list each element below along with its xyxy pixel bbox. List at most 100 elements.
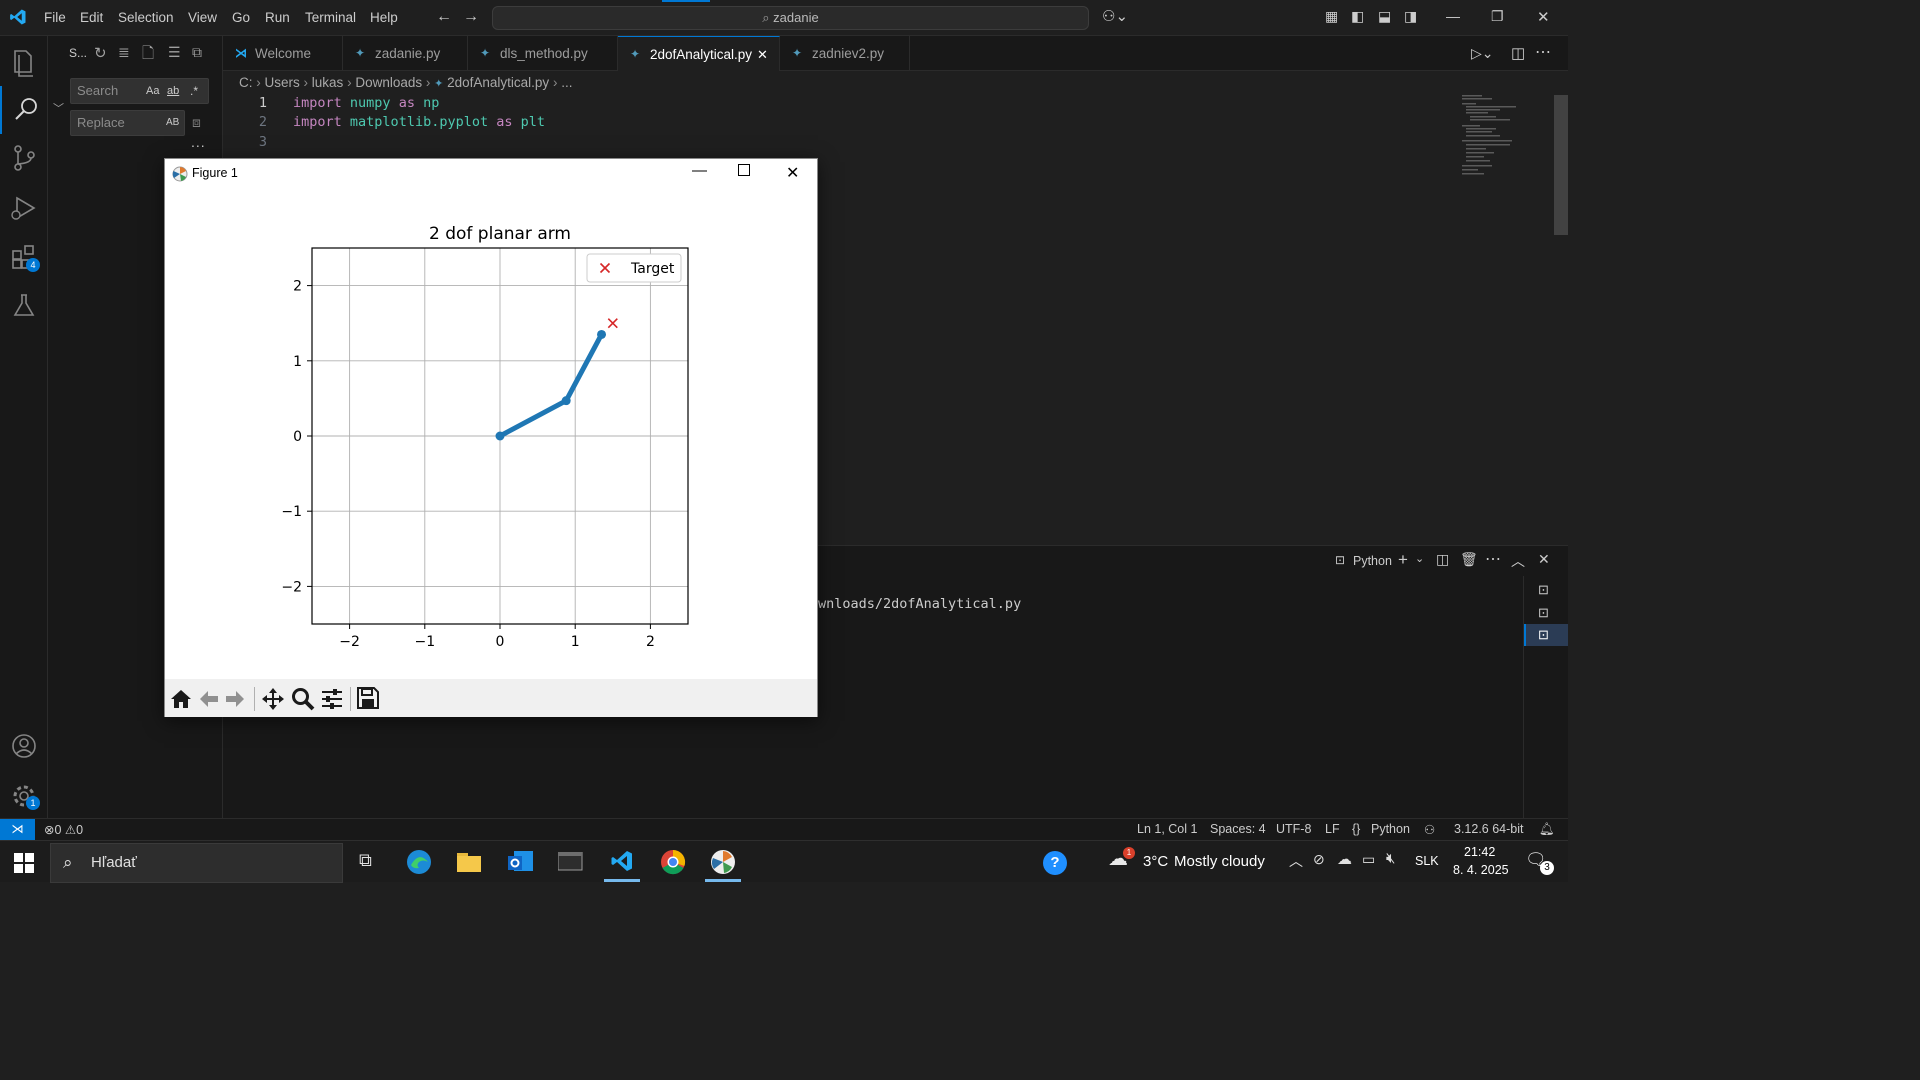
copilot-icon[interactable]: ⚇⌄ [1102, 8, 1129, 25]
minimap[interactable] [1458, 95, 1553, 185]
split-terminal-icon[interactable]: ◫ [1436, 551, 1450, 567]
plot-canvas[interactable]: 2 dof planar arm −2 −1 0 1 2 −2 −1 0 1 2 Target [165, 188, 817, 679]
figure-minimize-icon[interactable]: — [692, 162, 707, 179]
new-search-editor-icon[interactable]: 🗋 [142, 45, 155, 62]
battery-icon[interactable]: ▭ [1362, 851, 1376, 867]
chevron-up-icon[interactable]: ︿ [1289, 853, 1303, 869]
maximize-panel-icon[interactable]: ︿ [1511, 553, 1525, 569]
terminal-tab-icon[interactable]: ⊡ [1538, 582, 1549, 597]
pan-icon[interactable] [261, 687, 285, 711]
tab-dls-method[interactable]: ✦ dls_method.py [468, 36, 618, 71]
toggle-panel-icon[interactable]: ⬓ [1378, 8, 1392, 24]
clock-date[interactable]: 8. 4. 2025 [1453, 863, 1509, 877]
close-window-icon[interactable]: ✕ [1537, 9, 1550, 26]
preserve-case-toggle[interactable]: AB [166, 117, 180, 128]
match-case-toggle[interactable]: Aa [146, 85, 160, 97]
weather-description[interactable]: Mostly cloudy [1174, 853, 1265, 870]
file-explorer-icon[interactable] [448, 843, 492, 881]
menu-go[interactable]: Go [232, 10, 251, 25]
tab-welcome[interactable]: ⋊ Welcome [223, 36, 343, 71]
split-editor-icon[interactable]: ◫ [1511, 45, 1526, 62]
speaker-muted-icon[interactable]: 🔇︎ [1386, 850, 1396, 867]
menu-file[interactable]: File [44, 10, 66, 25]
menu-edit[interactable]: Edit [80, 10, 104, 25]
menu-selection[interactable]: Selection [118, 10, 174, 25]
tab-zadniev2[interactable]: ✦ zadniev2.py [780, 36, 910, 71]
replace-all-icon[interactable]: ⧈ [192, 114, 201, 130]
search-view-icon[interactable] [0, 86, 48, 134]
terminal-app-icon[interactable] [549, 843, 593, 881]
vscode-taskbar-icon[interactable] [600, 843, 644, 882]
back-arrow-icon[interactable]: ← [436, 8, 452, 25]
copilot-status-icon[interactable]: ⚇ [1424, 823, 1436, 837]
breadcrumb-symbols[interactable]: ... [561, 75, 573, 90]
breadcrumb-drive[interactable]: C: [239, 75, 253, 90]
help-icon[interactable]: ? [1043, 851, 1067, 875]
restore-icon[interactable]: ❐ [1491, 8, 1504, 24]
end-of-line[interactable]: LF [1325, 822, 1340, 836]
source-control-icon[interactable] [0, 134, 48, 182]
menu-view[interactable]: View [188, 10, 218, 25]
new-terminal-icon[interactable]: + [1398, 550, 1408, 569]
collapse-all-icon[interactable]: ⧉ [192, 44, 202, 60]
whole-word-toggle[interactable]: ab [167, 85, 180, 97]
menu-terminal[interactable]: Terminal [305, 10, 357, 25]
breadcrumb-users[interactable]: Users [264, 75, 300, 90]
back-icon[interactable] [198, 689, 220, 709]
figure-title-bar[interactable]: Figure 1 — ✕ [165, 159, 817, 188]
toggle-replace-chevron-icon[interactable]: ﹀ [53, 103, 64, 115]
cursor-position[interactable]: Ln 1, Col 1 [1137, 822, 1198, 836]
run-file-icon[interactable]: ▷⌄ [1471, 45, 1494, 61]
input-language[interactable]: SLK [1415, 854, 1439, 868]
matplotlib-figure-window[interactable]: Figure 1 — ✕ 2 dof planar arm −2 −1 0 1 2 −2 −… [164, 158, 818, 717]
edge-icon[interactable] [397, 843, 441, 881]
toggle-sidebar-icon[interactable]: ◧ [1351, 8, 1365, 24]
run-debug-icon[interactable] [0, 184, 48, 232]
terminal-output[interactable]: wnloads/2dofAnalytical.py [818, 596, 1022, 612]
chevron-down-icon[interactable]: ⌄ [1415, 553, 1425, 565]
menu-run[interactable]: Run [265, 10, 290, 25]
minimize-icon[interactable]: — [1446, 8, 1460, 24]
explorer-icon[interactable] [0, 38, 48, 86]
network-off-icon[interactable]: ⊘ [1313, 851, 1325, 867]
terminal-tab-icon[interactable]: ⊡ [1538, 627, 1549, 642]
menu-help[interactable]: Help [370, 10, 398, 25]
breadcrumb-file[interactable]: 2dofAnalytical.py [447, 75, 550, 90]
configure-subplots-icon[interactable] [320, 687, 344, 711]
terminal-shell-label[interactable]: Python [1353, 554, 1392, 568]
customize-layout-icon[interactable]: ▦ [1325, 8, 1339, 24]
toggle-secondary-sidebar-icon[interactable]: ◨ [1404, 8, 1418, 24]
forward-arrow-icon[interactable]: → [463, 8, 479, 25]
bell-icon[interactable]: 🔔︎ [1539, 822, 1555, 836]
breadcrumb-downloads[interactable]: Downloads [355, 75, 423, 90]
encoding[interactable]: UTF-8 [1276, 822, 1312, 836]
remote-icon[interactable]: ⋊ [0, 819, 35, 841]
home-icon[interactable] [170, 689, 192, 709]
close-tab-icon[interactable]: ✕ [757, 47, 768, 62]
extensions-icon[interactable]: 4 [0, 234, 48, 282]
indentation[interactable]: Spaces: 4 [1210, 822, 1266, 836]
figure-maximize-icon[interactable] [738, 164, 750, 176]
accounts-icon[interactable] [0, 722, 48, 770]
taskbar-search[interactable]: ⌕ Hľadať [50, 843, 343, 883]
editor-scrollbar[interactable] [1554, 95, 1568, 235]
python-interpreter[interactable]: 3.12.6 64-bit [1454, 822, 1524, 836]
trash-icon[interactable]: 🗑 [1460, 551, 1478, 567]
testing-icon[interactable] [0, 282, 48, 330]
weather-temperature[interactable]: 3°C [1143, 853, 1169, 870]
forward-icon[interactable] [224, 689, 246, 709]
settings-gear-icon[interactable]: 1 [0, 772, 48, 820]
replace-input[interactable]: Replace AB [70, 110, 185, 136]
clock-time[interactable]: 21:42 [1464, 845, 1496, 859]
terminal-tab-active[interactable] [1524, 624, 1568, 646]
view-as-tree-icon[interactable]: ☰ [168, 44, 181, 60]
windows-start-icon[interactable] [14, 853, 34, 873]
command-center[interactable]: ⌕ zadanie [492, 6, 1089, 30]
language-mode[interactable]: Python [1371, 822, 1410, 836]
figure-close-icon[interactable]: ✕ [786, 165, 800, 182]
problems-status[interactable]: ⊗0 ⚠0 [44, 822, 83, 837]
matplotlib-taskbar-icon[interactable] [701, 843, 745, 882]
search-input[interactable]: Search Aa ab .* [70, 78, 209, 104]
more-actions-icon[interactable]: ⋯ [1485, 551, 1501, 568]
zoom-icon[interactable] [291, 687, 315, 711]
